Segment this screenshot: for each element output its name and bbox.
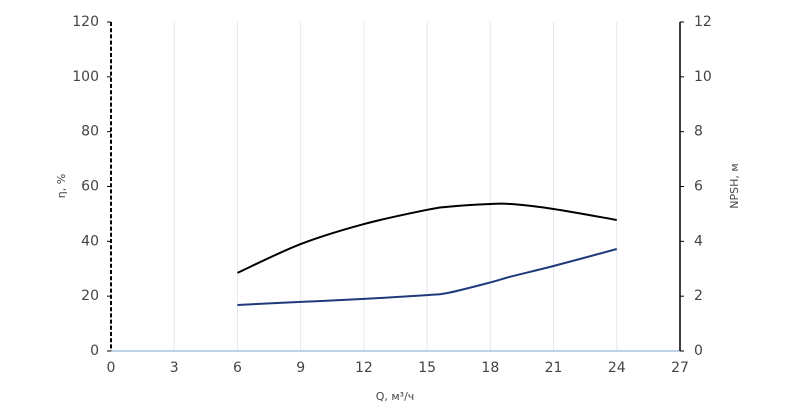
x-tick-label: 15 [418,360,436,376]
y-tick-label: 120 [72,14,99,30]
y2-tick-label: 8 [694,124,703,140]
y-tick-label: 40 [81,233,99,249]
x-tick-label: 21 [545,360,563,376]
y2-tick-label: 10 [694,69,712,85]
series-line [237,248,618,306]
x-tick-label: 3 [170,360,179,376]
y-axis-label: η, % [55,174,68,198]
y-tick-label: 60 [81,179,99,195]
y-tick-label: 80 [81,124,99,140]
x-tick-label: 0 [107,360,116,376]
x-tick-label: 6 [233,360,242,376]
y-tick-label: 20 [81,288,99,304]
x-tick-label: 9 [296,360,305,376]
y2-axis-label: NPSH, м [728,163,741,208]
x-tick-label: 18 [481,360,499,376]
x-tick-label: 27 [671,360,689,376]
y2-tick-label: 6 [694,179,703,195]
y-tick-label: 0 [90,343,99,359]
series-line [237,202,617,274]
y-tick-label: 100 [72,69,99,85]
y2-tick-label: 4 [694,233,703,249]
x-tick-label: 12 [355,360,373,376]
y2-tick-label: 0 [694,343,703,359]
x-tick-label: 24 [608,360,626,376]
y2-tick-label: 12 [694,14,712,30]
x-axis-label: Q, м³/ч [376,390,415,403]
y2-tick-label: 2 [694,288,703,304]
